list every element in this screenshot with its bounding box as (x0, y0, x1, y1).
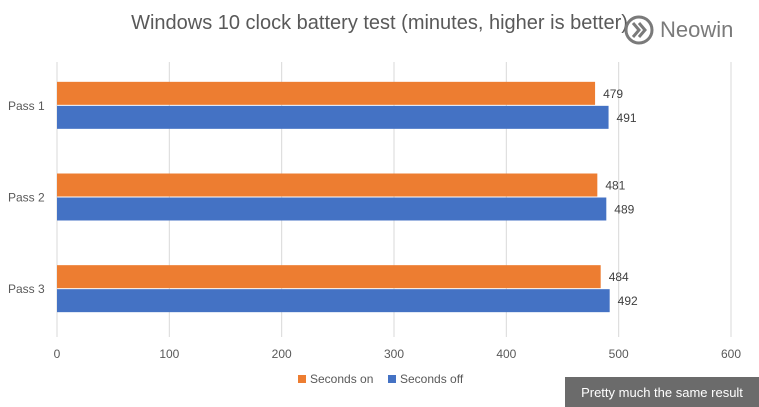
neowin-logo-icon (624, 15, 654, 45)
bar (57, 197, 607, 221)
x-tick-label: 400 (496, 347, 516, 361)
bar (57, 105, 609, 129)
data-label: 479 (603, 87, 623, 101)
legend-swatch (298, 375, 306, 383)
category-label: Pass 3 (8, 282, 45, 296)
bar (57, 81, 596, 105)
legend-label: Seconds off (400, 372, 464, 386)
x-tick-label: 500 (609, 347, 629, 361)
legend-label: Seconds on (310, 372, 373, 386)
neowin-watermark: Neowin (624, 12, 733, 48)
x-tick-label: 100 (159, 347, 179, 361)
x-tick-label: 300 (384, 347, 404, 361)
x-tick-label: 0 (54, 347, 61, 361)
data-label: 484 (609, 270, 629, 284)
x-tick-label: 600 (721, 347, 741, 361)
data-label: 489 (614, 203, 634, 217)
x-tick-label: 200 (272, 347, 292, 361)
bar (57, 265, 601, 289)
data-label: 491 (617, 111, 637, 125)
chart-title: Windows 10 clock battery test (minutes, … (131, 12, 628, 34)
category-label: Pass 1 (8, 99, 45, 113)
data-label: 481 (605, 179, 625, 193)
data-label: 492 (618, 294, 638, 308)
caption-box: Pretty much the same result (565, 377, 759, 407)
legend-swatch (388, 375, 396, 383)
bar (57, 173, 598, 197)
watermark-text: Neowin (660, 17, 734, 42)
category-label: Pass 2 (8, 191, 45, 205)
bar (57, 289, 610, 313)
